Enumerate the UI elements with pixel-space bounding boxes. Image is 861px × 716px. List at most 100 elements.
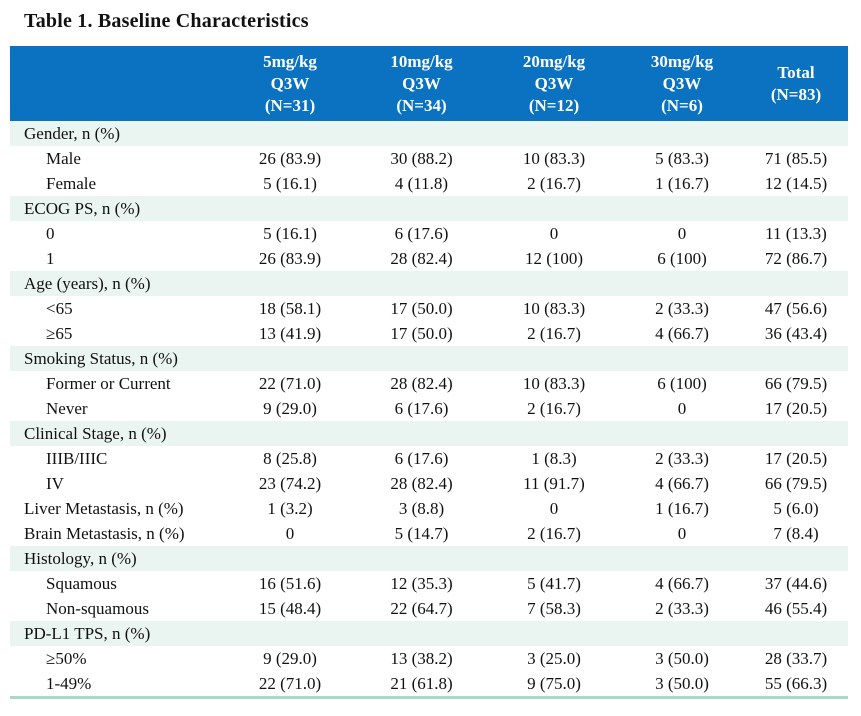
column-header-line: (N=83)	[770, 84, 822, 104]
row-label: 0	[46, 224, 55, 243]
cell-value: 72 (86.7)	[764, 249, 828, 268]
column-header-line: (N=12)	[528, 95, 580, 115]
cell-value: 26 (83.9)	[258, 149, 322, 168]
cell-value: 10 (83.3)	[522, 299, 586, 318]
column-header-line: (N=31)	[264, 95, 316, 115]
data-row: IIIB/IIIC 8 (25.8) 6 (17.6) 1 (8.3) 2 (33.3)…	[10, 446, 848, 471]
data-row: Former or Current 22 (71.0) 28 (82.4) 10 (8…	[10, 371, 848, 396]
cell-value: 17 (20.5)	[764, 449, 828, 468]
cell-value: 17 (50.0)	[390, 324, 453, 343]
row-label: Liver Metastasis, n (%)	[24, 499, 184, 518]
cell-value: 0	[285, 524, 295, 543]
cell-value: 4 (66.7)	[655, 474, 709, 493]
column-header-2: 10mg/kg Q3W (N=34)	[355, 46, 488, 121]
cell-value: 9 (29.0)	[263, 649, 317, 668]
cell-value: 12 (35.3)	[390, 574, 453, 593]
data-row: Non-squamous 15 (48.4) 22 (64.7) 7 (58.3) 2 …	[10, 596, 848, 621]
cell-value: 7 (8.4)	[773, 524, 819, 543]
data-row: Female 5 (16.1) 4 (11.8) 2 (16.7) 1 (16.7) 12…	[10, 171, 848, 196]
column-header-line: (N=34)	[396, 95, 447, 115]
cell-value: 5 (41.7)	[527, 574, 581, 593]
cell-value: 3 (50.0)	[655, 674, 709, 693]
cell-value: 10 (83.3)	[522, 374, 586, 393]
cell-value: 28 (33.7)	[764, 649, 828, 668]
section-row: PD-L1 TPS, n (%)	[10, 621, 848, 646]
section-row: Age (years), n (%)	[10, 271, 848, 296]
data-row: Male 26 (83.9) 30 (88.2) 10 (83.3) 5 (83.3) 7…	[10, 146, 848, 171]
cell-value: 71 (85.5)	[764, 149, 828, 168]
cell-value: 6 (17.6)	[394, 224, 449, 243]
row-label: IIIB/IIIC	[46, 449, 108, 468]
cell-value: 0	[677, 224, 687, 243]
cell-value: 4 (11.8)	[394, 174, 449, 193]
header-corner-cell	[10, 46, 225, 121]
header-row: 5mg/kg Q3W (N=31) 10mg/kg Q3W (N=34) 20mg/kg Q3…	[10, 46, 848, 121]
cell-value: 22 (71.0)	[258, 374, 322, 393]
column-header-5: Total (N=83)	[744, 46, 848, 121]
cell-value: 0	[549, 499, 559, 518]
cell-value: 7 (58.3)	[527, 599, 581, 618]
cell-value: 66 (79.5)	[764, 474, 828, 493]
cell-value: 2 (33.3)	[655, 449, 709, 468]
column-header-line: Total	[777, 62, 815, 82]
row-label: Male	[46, 149, 81, 168]
data-row: Never 9 (29.0) 6 (17.6) 2 (16.7) 0 17 (20.5)	[10, 396, 848, 421]
row-label: ≥65	[46, 324, 73, 343]
cell-value: 11 (91.7)	[523, 474, 585, 493]
cell-value: 16 (51.6)	[258, 574, 322, 593]
cell-value: 30 (88.2)	[390, 149, 453, 168]
section-label: Smoking Status, n (%)	[10, 346, 848, 371]
row-label: Never	[46, 399, 88, 418]
cell-value: 1 (16.7)	[655, 499, 709, 518]
section-label: Clinical Stage, n (%)	[10, 421, 848, 446]
cell-value: 1 (3.2)	[267, 499, 313, 518]
cell-value: 0	[677, 399, 687, 418]
cell-value: 17 (50.0)	[390, 299, 453, 318]
data-row: Liver Metastasis, n (%) 1 (3.2) 3 (8.8) 0 1 …	[10, 496, 848, 521]
table-title: Table 1. Baseline Characteristics	[24, 10, 309, 32]
row-label: Brain Metastasis, n (%)	[24, 524, 185, 543]
cell-value: 5 (6.0)	[773, 499, 819, 518]
cell-value: 46 (55.4)	[764, 599, 828, 618]
section-row: Gender, n (%)	[10, 121, 848, 146]
row-label: 1	[46, 249, 55, 268]
column-header-line: 30mg/kg	[650, 51, 714, 71]
table-body: Gender, n (%) Male 26 (83.9) 30 (88.2) 10 (8…	[10, 121, 848, 698]
cell-value: 5 (16.1)	[263, 224, 317, 243]
cell-value: 37 (44.6)	[764, 574, 828, 593]
cell-value: 2 (33.3)	[655, 599, 709, 618]
data-row: 1-49% 22 (71.0) 21 (61.8) 9 (75.0) 3 (50.0) 5…	[10, 671, 848, 698]
cell-value: 4 (66.7)	[655, 324, 709, 343]
cell-value: 1 (16.7)	[655, 174, 709, 193]
cell-value: 21 (61.8)	[390, 674, 453, 693]
data-row: 0 5 (16.1) 6 (17.6) 0 0 11 (13.3)	[10, 221, 848, 246]
cell-value: 0	[549, 224, 559, 243]
column-header-1: 5mg/kg Q3W (N=31)	[225, 46, 355, 121]
cell-value: 3 (25.0)	[527, 649, 581, 668]
row-label: ≥50%	[46, 649, 87, 668]
cell-value: 4 (66.7)	[655, 574, 709, 593]
cell-value: 5 (83.3)	[655, 149, 709, 168]
column-header-line: Q3W	[270, 73, 310, 93]
row-label: IV	[46, 474, 64, 493]
cell-value: 3 (50.0)	[655, 649, 709, 668]
section-row: ECOG PS, n (%)	[10, 196, 848, 221]
page: Table 1. Baseline Characteristics 5mg/kg…	[0, 9, 861, 699]
cell-value: 8 (25.8)	[263, 449, 317, 468]
data-row: ≥65 13 (41.9) 17 (50.0) 2 (16.7) 4 (66.7) 36 …	[10, 321, 848, 346]
cell-value: 12 (14.5)	[764, 174, 828, 193]
section-row: Clinical Stage, n (%)	[10, 421, 848, 446]
section-label: Histology, n (%)	[10, 546, 848, 571]
cell-value: 6 (100)	[657, 249, 707, 268]
section-label: Age (years), n (%)	[10, 271, 848, 296]
row-label: 1-49%	[46, 674, 92, 693]
row-label: Squamous	[46, 574, 117, 593]
cell-value: 1 (8.3)	[531, 449, 577, 468]
column-header-line: (N=6)	[661, 95, 703, 115]
cell-value: 13 (38.2)	[390, 649, 453, 668]
cell-value: 3 (8.8)	[398, 499, 445, 518]
cell-value: 2 (16.7)	[527, 324, 581, 343]
cell-value: 10 (83.3)	[522, 149, 586, 168]
cell-value: 66 (79.5)	[764, 374, 828, 393]
cell-value: 6 (17.6)	[394, 399, 449, 418]
